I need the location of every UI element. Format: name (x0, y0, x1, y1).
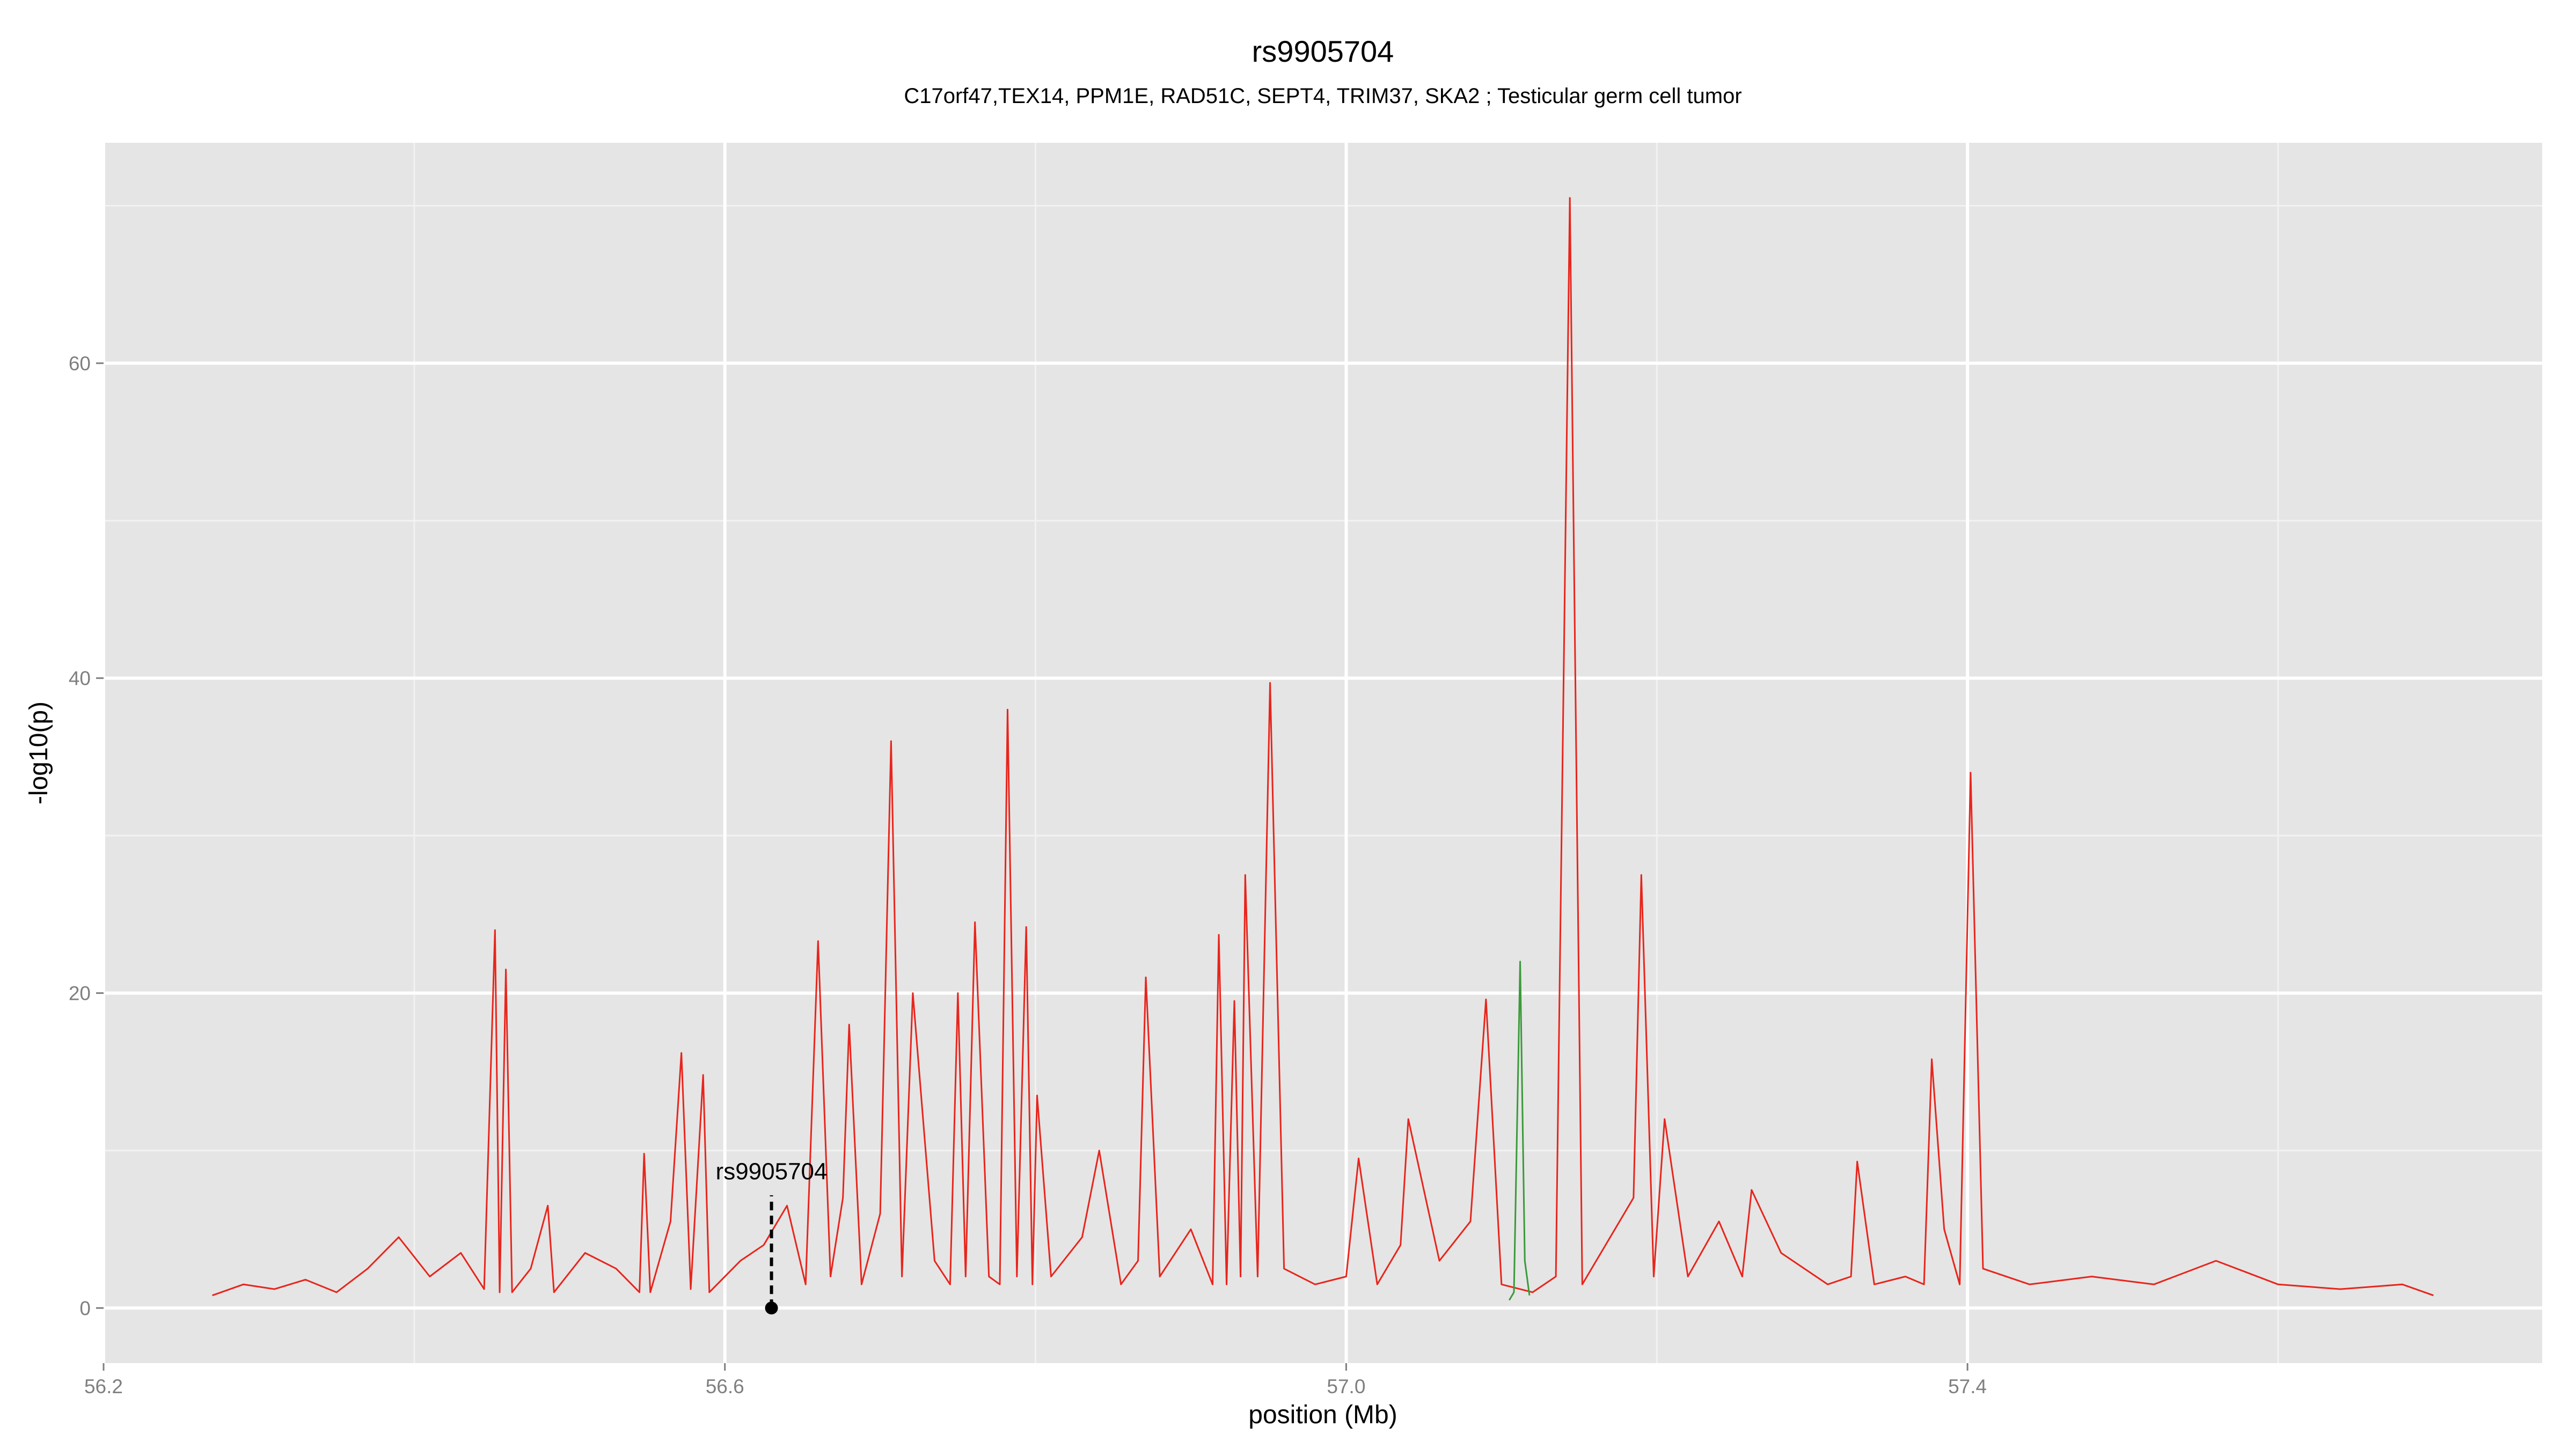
y-tick-label: 20 (69, 982, 91, 1004)
x-tick-label: 57.0 (1327, 1375, 1365, 1397)
x-tick-label: 57.4 (1948, 1375, 1987, 1397)
annotation-label: rs9905704 (716, 1158, 828, 1184)
plot-background (104, 143, 2542, 1363)
chart-title: rs9905704 (1252, 34, 1394, 68)
x-axis-label: position (Mb) (1248, 1401, 1397, 1429)
series-line (1509, 961, 1531, 1301)
chart-subtitle: C17orf47,TEX14, PPM1E, RAD51C, SEPT4, TR… (904, 84, 1741, 108)
y-tick-label: 40 (69, 668, 91, 690)
x-tick-label: 56.6 (706, 1375, 744, 1397)
annotation-point (765, 1301, 778, 1315)
y-axis-label: -log10(p) (25, 701, 53, 804)
y-tick-label: 60 (69, 353, 91, 375)
series-line (212, 197, 2434, 1297)
x-tick-label: 56.2 (84, 1375, 123, 1397)
y-tick-label: 0 (79, 1297, 91, 1319)
